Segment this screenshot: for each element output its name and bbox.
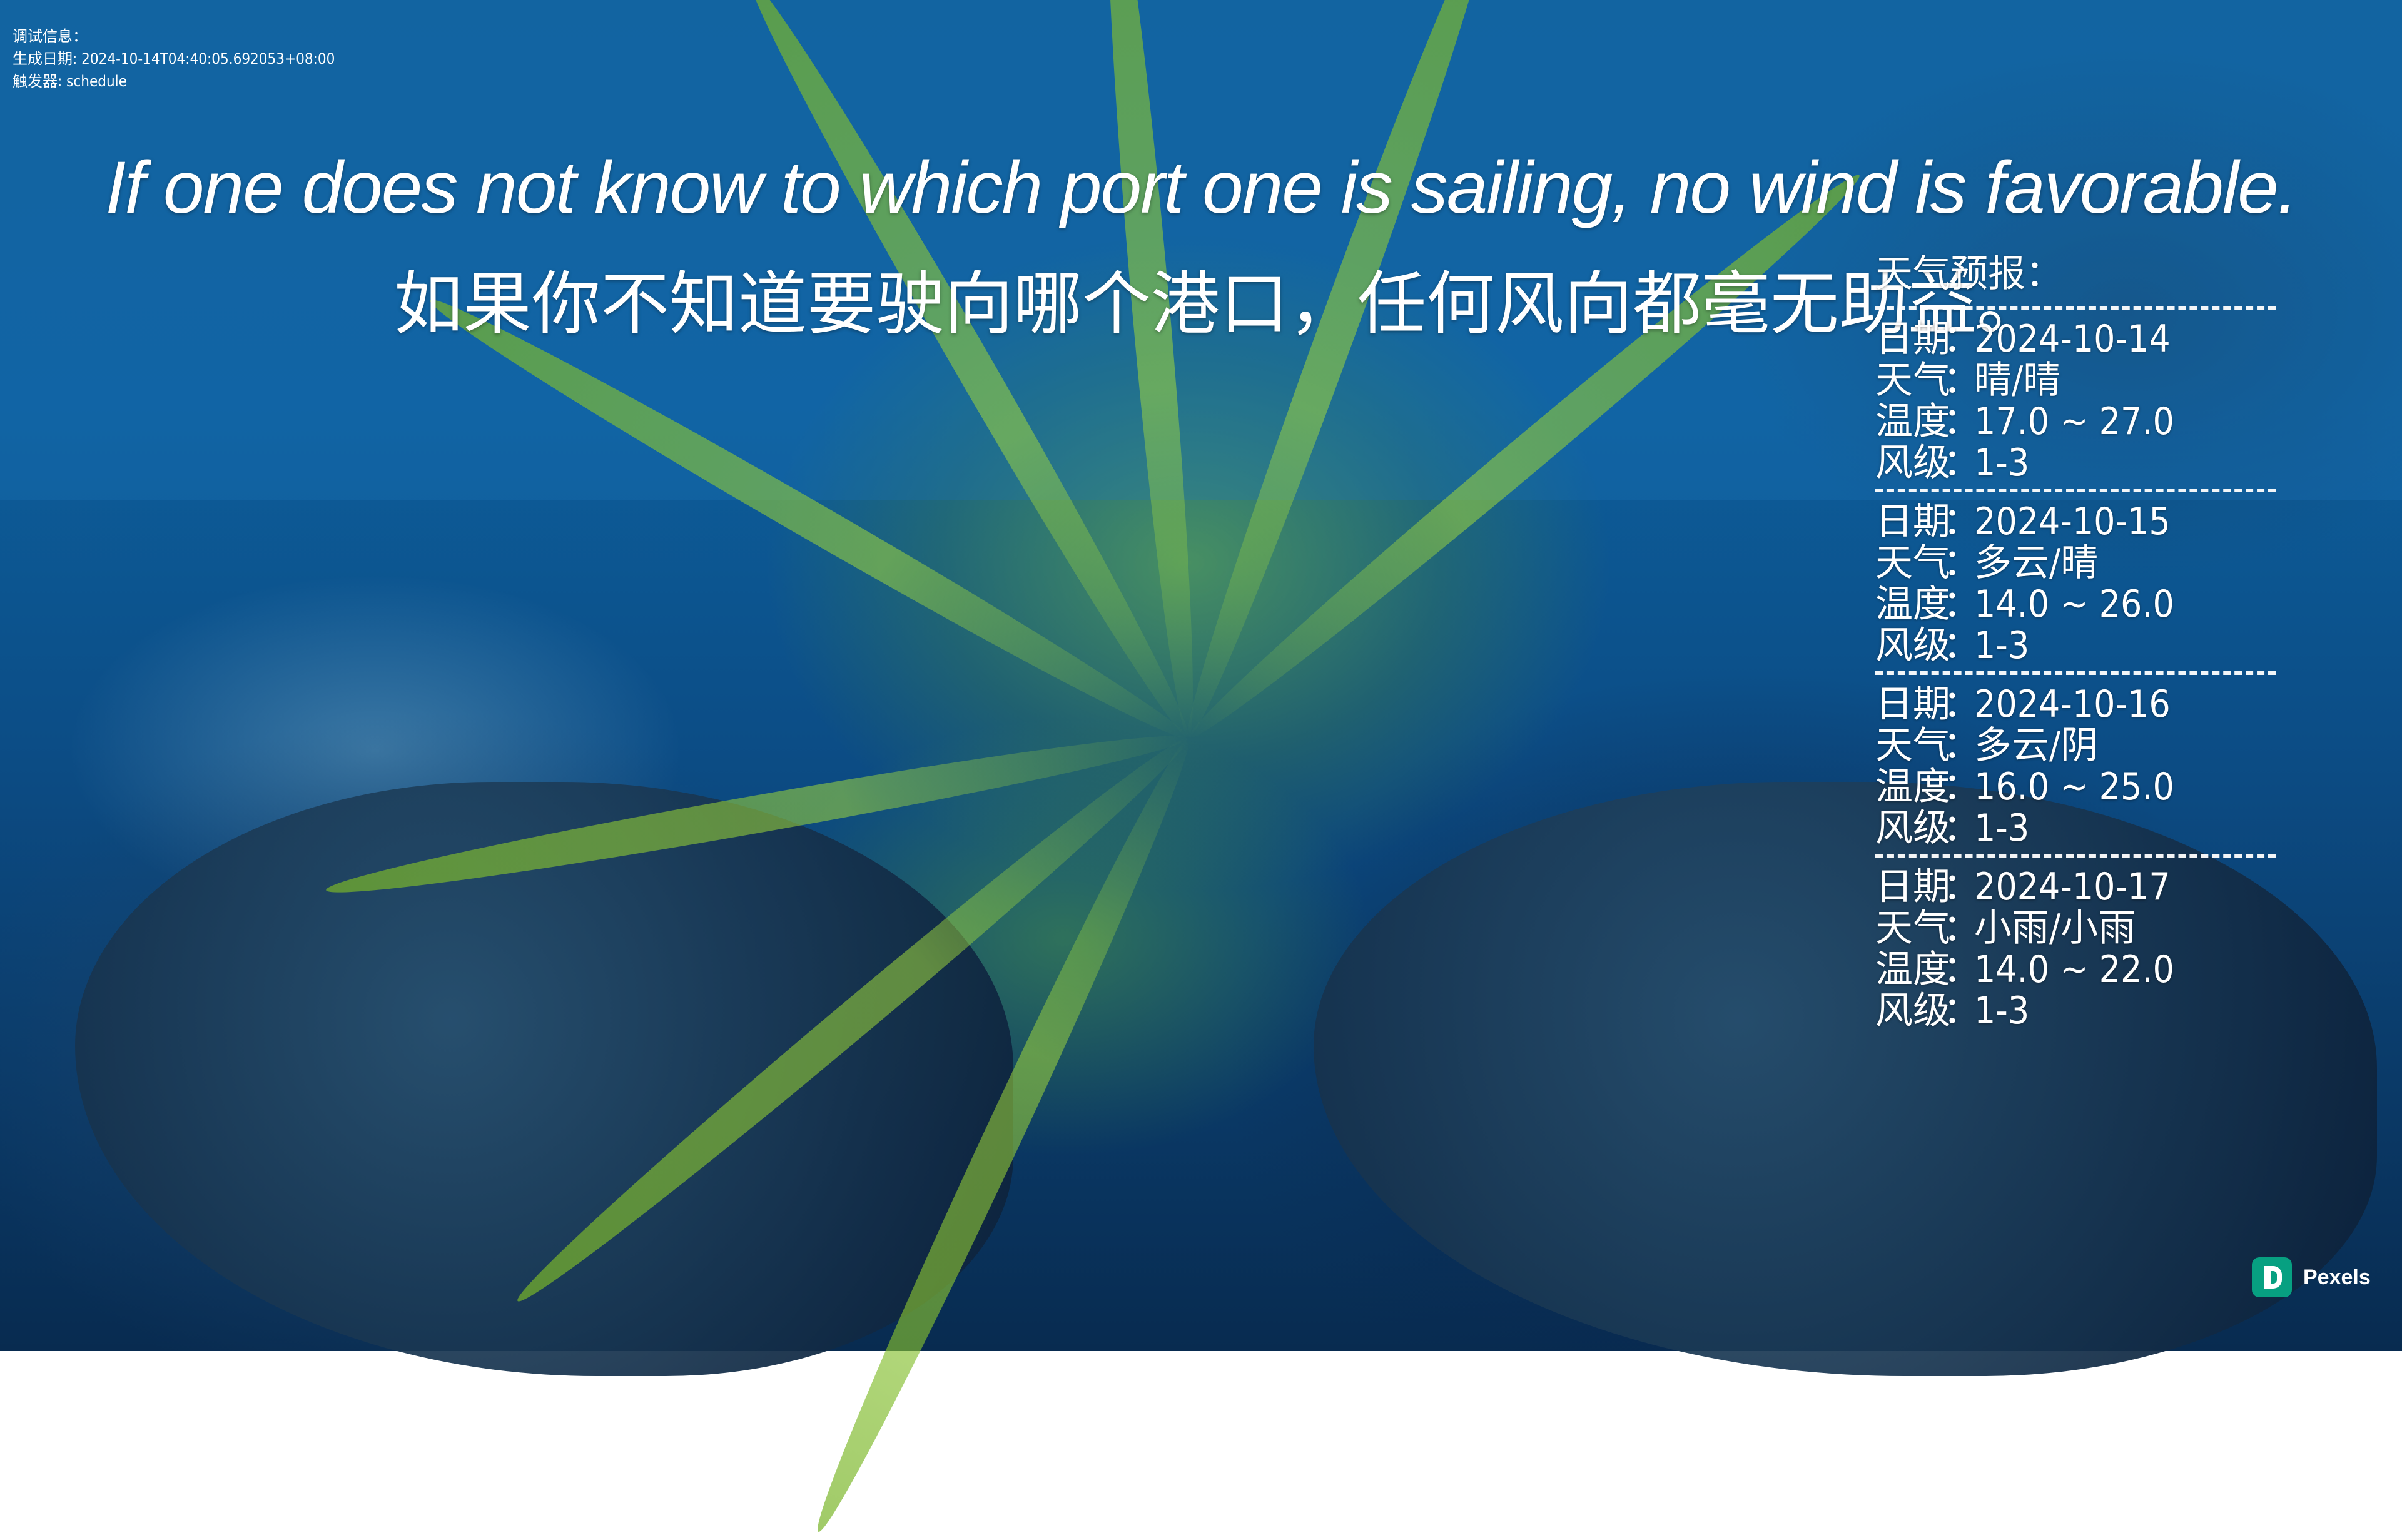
quote-english: If one does not know to which port one i… [105,146,2298,229]
label-separator: ： [1943,400,1980,443]
label-separator: ： [1943,317,1980,361]
forecast-date-row: 日期：2024-10-16 [1875,684,2276,725]
forecast-date: 2024-10-15 [1974,500,2171,544]
label-separator: ： [1943,682,1980,726]
forecast-weather: 多云/阴 [1974,724,2099,767]
divider [1875,671,2276,675]
label-wind: 风级 [1875,441,1950,485]
forecast-weather-row: 天气：多云/晴 [1875,542,2276,584]
label-wind: 风级 [1875,989,1950,1033]
label-weather: 天气 [1875,358,1950,402]
pexels-logo-icon [2252,1257,2292,1297]
debug-title: 调试信息： [13,28,88,45]
label-temp: 温度 [1875,765,1950,809]
forecast-temp: 14.0 ~ 22.0 [1974,948,2174,991]
label-separator: ： [1943,724,1980,767]
label-separator: ： [1943,906,1980,950]
forecast-temp: 17.0 ~ 27.0 [1974,400,2174,443]
background-reef-right [1314,782,2377,1376]
label-date: 日期 [1875,865,1950,909]
label-separator: ： [1943,624,1980,667]
label-separator: ： [1943,582,1980,626]
label-separator: ： [1943,541,1980,585]
forecast-weather-row: 天气：晴/晴 [1875,360,2276,401]
label-wind: 风级 [1875,806,1950,850]
forecast-wind-row: 风级：1-3 [1875,442,2276,484]
label-date: 日期 [1875,317,1950,361]
forecast-temp-row: 温度：16.0 ~ 25.0 [1875,766,2276,808]
debug-trigger: 触发器: schedule [13,73,127,90]
label-date: 日期 [1875,500,1950,544]
label-separator: ： [1943,806,1980,850]
forecast-temp: 16.0 ~ 25.0 [1974,765,2174,809]
forecast-weather: 晴/晴 [1974,358,2061,402]
label-weather: 天气 [1875,541,1950,585]
forecast-day: 日期：2024-10-15 天气：多云/晴 温度：14.0 ~ 26.0 风级：… [1875,501,2276,666]
divider [1875,489,2276,492]
forecast-temp: 14.0 ~ 26.0 [1974,582,2174,626]
quote-chinese: 如果你不知道要驶向哪个港口，任何风向都毫无助益。 [394,264,2045,344]
forecast-wind: 1-3 [1974,989,2030,1033]
label-date: 日期 [1875,682,1950,726]
forecast-wind-row: 风级：1-3 [1875,990,2276,1031]
forecast-date: 2024-10-17 [1974,865,2171,909]
forecast-weather-row: 天气：多云/阴 [1875,725,2276,766]
forecast-date-row: 日期：2024-10-15 [1875,501,2276,542]
forecast-wind: 1-3 [1974,624,2030,667]
weather-title: 天气预报： [1875,252,2063,296]
background-tint-band [0,0,2402,500]
forecast-temp-row: 温度：14.0 ~ 26.0 [1875,584,2276,625]
forecast-wind: 1-3 [1974,806,2030,850]
forecast-day: 日期：2024-10-16 天气：多云/阴 温度：16.0 ~ 25.0 风级：… [1875,684,2276,849]
forecast-weather: 多云/晴 [1974,541,2099,585]
label-wind: 风级 [1875,624,1950,667]
forecast-wind: 1-3 [1974,441,2030,485]
label-separator: ： [1943,948,1980,991]
forecast-date: 2024-10-14 [1974,317,2171,361]
label-separator: ： [1943,765,1980,809]
label-separator: ： [1943,865,1980,909]
label-weather: 天气 [1875,906,1950,950]
forecast-temp-row: 温度：14.0 ~ 22.0 [1875,949,2276,990]
label-separator: ： [1943,500,1980,544]
label-separator: ： [1943,358,1980,402]
forecast-wind-row: 风级：1-3 [1875,808,2276,849]
forecast-date: 2024-10-16 [1974,682,2171,726]
forecast-temp-row: 温度：17.0 ~ 27.0 [1875,401,2276,442]
debug-info: 调试信息： 生成日期: 2024-10-14T04:40:05.692053+0… [13,25,335,93]
forecast-date-row: 日期：2024-10-17 [1875,866,2276,908]
debug-generated-date: 生成日期: 2024-10-14T04:40:05.692053+08:00 [13,50,335,68]
divider [1875,854,2276,858]
forecast-wind-row: 风级：1-3 [1875,625,2276,666]
forecast-date-row: 日期：2024-10-14 [1875,318,2276,360]
label-weather: 天气 [1875,724,1950,767]
forecast-weather-row: 天气：小雨/小雨 [1875,908,2276,949]
label-separator: ： [1943,989,1980,1033]
quote: If one does not know to which port one i… [0,138,2402,354]
weather-forecast: 天气预报： 日期：2024-10-14 天气：晴/晴 温度：17.0 ~ 27.… [1875,247,2276,1035]
divider [1875,306,2276,310]
pexels-label: Pexels [2303,1265,2371,1289]
label-temp: 温度 [1875,948,1950,991]
label-separator: ： [1943,441,1980,485]
label-temp: 温度 [1875,400,1950,443]
forecast-day: 日期：2024-10-17 天气：小雨/小雨 温度：14.0 ~ 22.0 风级… [1875,866,2276,1031]
forecast-day: 日期：2024-10-14 天气：晴/晴 温度：17.0 ~ 27.0 风级：1… [1875,318,2276,484]
forecast-weather: 小雨/小雨 [1974,906,2136,950]
label-temp: 温度 [1875,582,1950,626]
pexels-credit[interactable]: Pexels [2252,1257,2371,1297]
